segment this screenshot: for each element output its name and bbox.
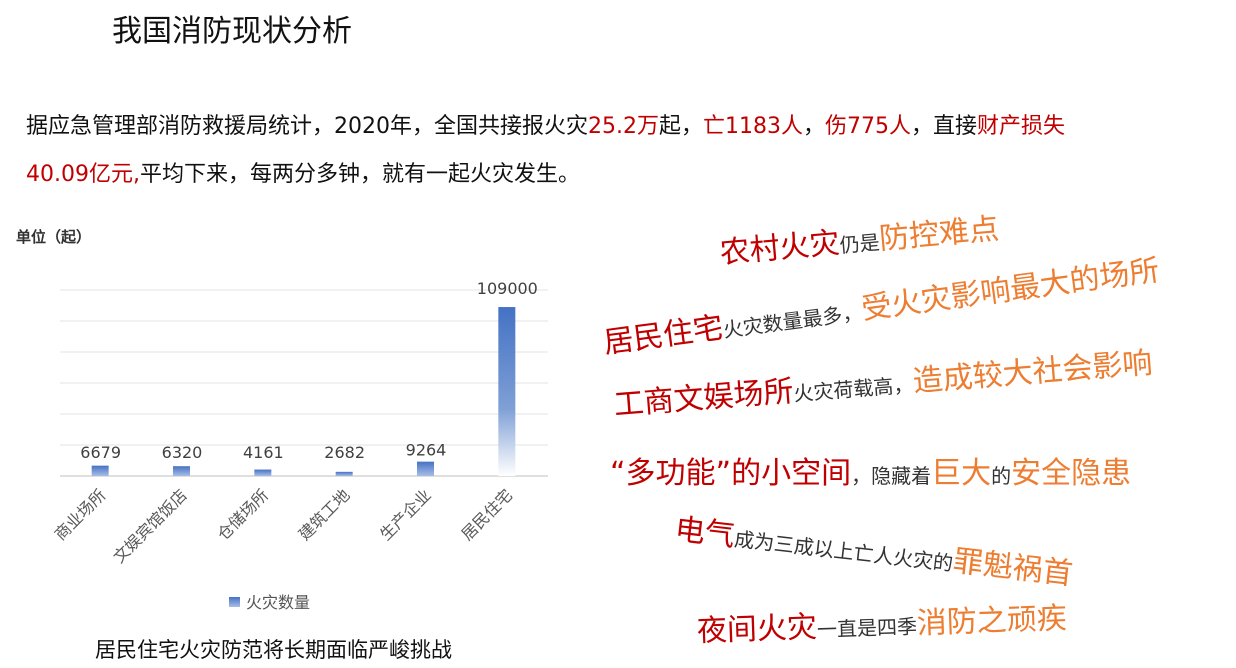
- intro-text: ，直接: [911, 114, 978, 139]
- slogan-0: 农村火灾仍是防控难点: [718, 212, 1000, 272]
- slogan-part: “多功能”的小空间: [610, 456, 852, 491]
- data-label: 6679: [80, 443, 121, 462]
- slogan-3: “多功能”的小空间，隐藏着巨大的安全隐患: [610, 456, 1131, 492]
- data-label: 4161: [243, 443, 284, 462]
- slogan-part: 居民住宅: [601, 310, 726, 361]
- slogan-part: 的: [991, 464, 1012, 488]
- slogan-part: 防控难点: [877, 211, 1001, 257]
- unit-label: 单位（起）: [16, 228, 92, 246]
- bar-商业场所: [91, 465, 109, 476]
- bar-居民住宅: [498, 307, 516, 476]
- slogan-part: 火灾荷载高，: [792, 372, 915, 406]
- bar-仓储场所: [254, 469, 272, 476]
- intro-text: 平均下来，每两分多钟，就有一起火灾发生。: [139, 162, 580, 187]
- data-label: 9264: [406, 441, 447, 460]
- loss-amount: 40.09亿元,: [26, 162, 140, 187]
- x-tick-label: 仓储场所: [213, 485, 272, 544]
- x-tick-label: 商业场所: [51, 485, 110, 544]
- death-count: 亡1183人: [703, 114, 804, 139]
- bar-文娱宾馆饭店: [173, 466, 190, 476]
- legend-label: 火灾数量: [246, 593, 310, 612]
- intro-text: 起，: [659, 114, 704, 139]
- slogan-4: 电气成为三成以上亡人火灾的罪魁祸首: [673, 512, 1075, 593]
- slogan-part: 仍是: [838, 230, 881, 258]
- x-tick-label: 居民住宅: [457, 485, 516, 544]
- slogan-2: 工商文娱场所火灾荷载高，造成较大社会影响: [613, 346, 1154, 424]
- slogan-1: 居民住宅火灾数量最多，受火灾影响最大的场所: [602, 253, 1162, 362]
- loss-label: 财产损失: [977, 114, 1066, 139]
- slogan-part: 农村火灾: [718, 225, 842, 271]
- data-label: 109000: [477, 279, 538, 298]
- slogan-part: 电气: [673, 512, 737, 554]
- bar-生产企业: [417, 461, 434, 476]
- slogan-part: 消防之顽疾: [916, 601, 1068, 642]
- slogan-part: ，隐藏着: [851, 464, 932, 488]
- slogan-5: 夜间火灾一直是四季消防之顽疾: [696, 601, 1067, 650]
- intro-text: ，: [803, 114, 826, 139]
- bar-chart: 6679 6320 4161 2682 9264 109000 商业场所 文娱宾馆饭店 仓储场…: [51, 279, 548, 612]
- intro-text: 据应急管理部消防救援局统计，2020年，全国共接报火灾: [26, 114, 588, 139]
- page-title: 我国消防现状分析: [112, 14, 352, 49]
- x-tick-label: 文娱宾馆饭店: [110, 485, 191, 566]
- slogan-part: 受火灾影响最大的场所: [859, 253, 1162, 327]
- fire-count: 25.2万: [588, 114, 659, 139]
- slogan-part: 工商文娱场所: [612, 373, 795, 423]
- bar-建筑工地: [335, 471, 353, 476]
- slogan-part: 火灾数量最多，: [721, 300, 864, 343]
- intro-line-1: 据应急管理部消防救援局统计，2020年，全国共接报火灾25.2万起，亡1183人…: [26, 108, 1065, 140]
- data-label: 6320: [162, 443, 203, 462]
- slogan-part: 安全隐患: [1011, 456, 1132, 491]
- injury-count: 伤775人: [825, 114, 912, 139]
- slogan-part: 造成较大社会影响: [911, 345, 1154, 400]
- slogan-part: 夜间火灾: [696, 609, 818, 649]
- slogan-part: 成为三成以上亡人火灾的: [733, 526, 955, 576]
- x-tick-label: 生产企业: [376, 485, 435, 544]
- slogan-part: 罪魁祸首: [951, 543, 1075, 593]
- intro-line-2: 40.09亿元,平均下来，每两分多钟，就有一起火灾发生。: [26, 156, 580, 188]
- x-tick-label: 建筑工地: [295, 485, 354, 544]
- slogan-part: 巨大: [931, 456, 992, 491]
- slogan-part: 一直是四季: [816, 614, 918, 642]
- data-label: 2682: [324, 443, 365, 462]
- legend-swatch: [229, 597, 240, 607]
- chart-caption: 居民住宅火灾防范将长期面临严峻挑战: [95, 638, 452, 662]
